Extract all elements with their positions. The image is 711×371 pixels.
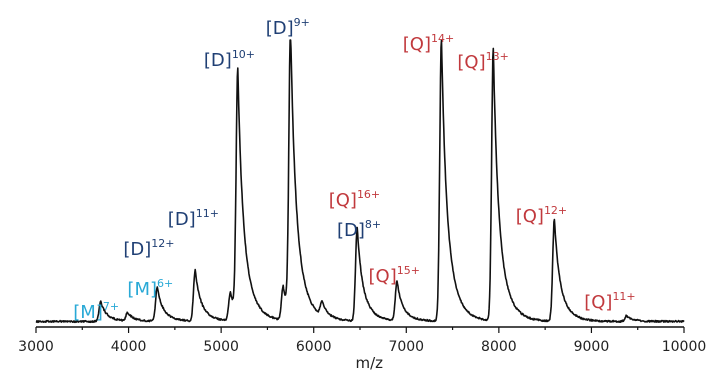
peak-label: [Q]11+	[584, 290, 635, 313]
x-tick-label: 8000	[481, 339, 517, 355]
peak-label: [Q]15+	[369, 264, 420, 287]
x-tick-label: 10000	[662, 339, 707, 355]
x-tick-label: 4000	[111, 339, 147, 355]
spectrum-line	[35, 39, 685, 324]
peak-label: [D]11+	[168, 207, 219, 230]
x-tick-label: 3000	[18, 339, 54, 355]
peak-label: [D]9+	[266, 16, 310, 39]
peak-label: [D]10+	[204, 48, 255, 71]
x-tick-label: 7000	[388, 339, 424, 355]
x-tick-label: 6000	[296, 339, 332, 355]
peak-label: [Q]16+	[329, 188, 380, 211]
peak-label: [Q]12+	[516, 204, 567, 227]
x-axis: 3000 4000 5000 6000 7000 8000 9000 10000	[18, 326, 707, 355]
x-tick-label: 9000	[574, 339, 610, 355]
x-axis-title: m/z	[355, 354, 383, 371]
spectrum-trace-layer	[35, 39, 685, 324]
peak-label: [M]7+	[73, 300, 119, 323]
peak-label: [D]8+	[337, 218, 381, 241]
x-tick-label: 5000	[203, 339, 239, 355]
peak-label: [D]12+	[123, 237, 174, 260]
peak-label: [M]6+	[127, 277, 173, 300]
peak-annotations: [M]7+ [M]6+ [D]12+ [D]11+ [D]10+ [D]9+ [Q]16+ […	[73, 16, 635, 323]
peak-label: [Q]13+	[457, 50, 508, 73]
peak-label: [Q]14+	[403, 32, 454, 55]
